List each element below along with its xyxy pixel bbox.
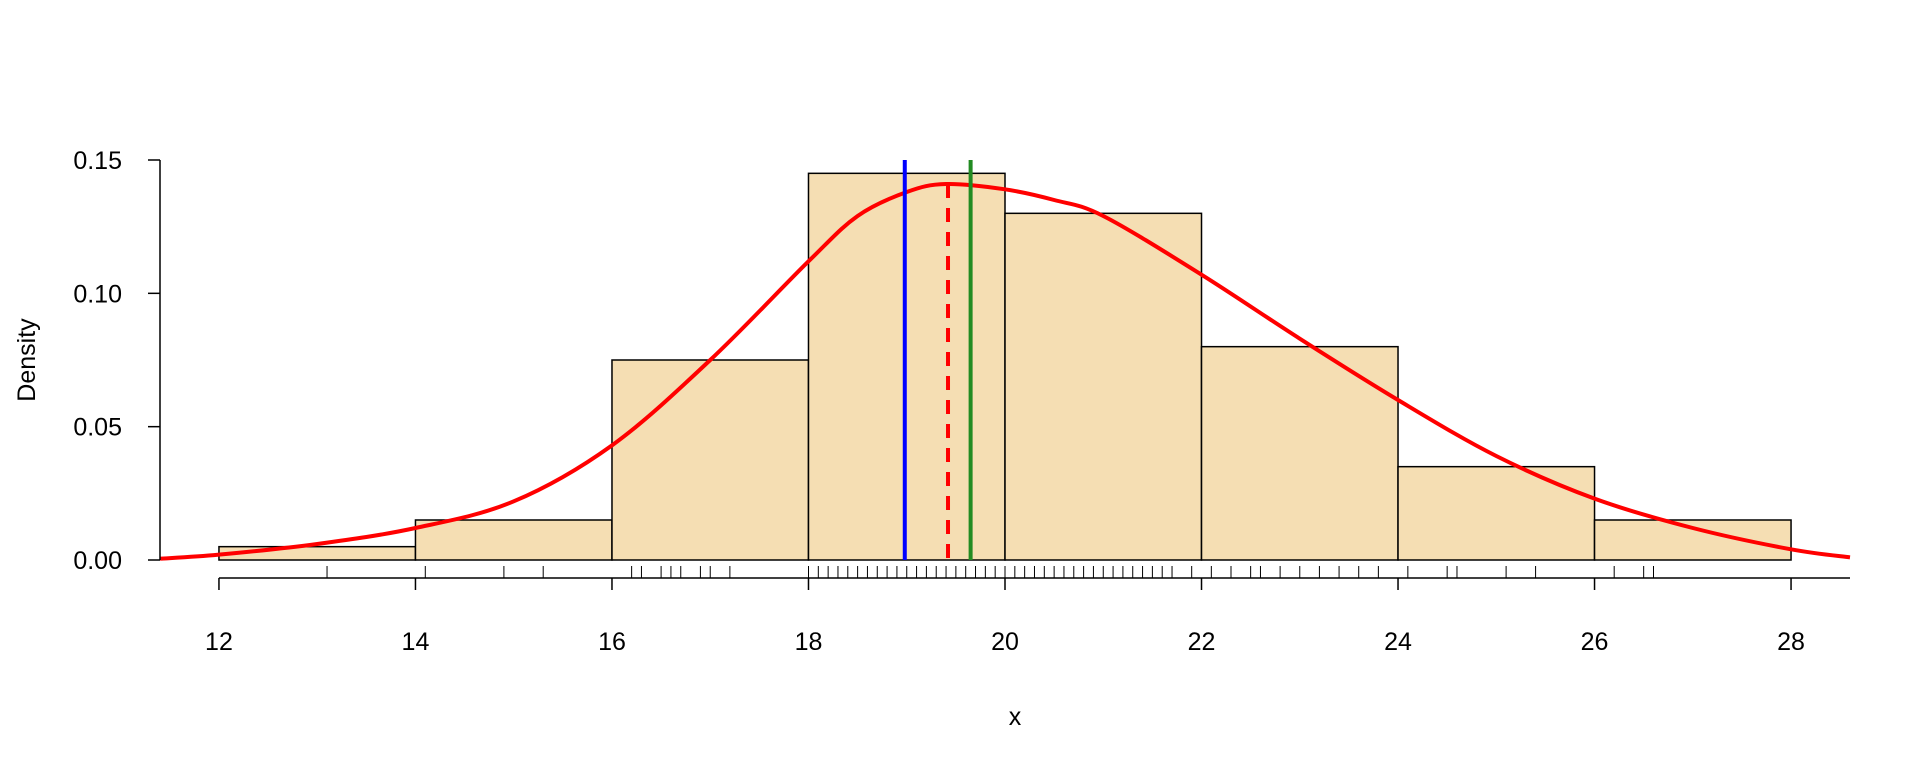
histogram-bar [1397, 465, 1596, 561]
x-tick-label: 20 [991, 628, 1019, 656]
y-tick-label: 0.05 [73, 414, 122, 442]
y-axis-title: Density [13, 318, 41, 402]
histogram-bar [1004, 212, 1203, 561]
histogram-bars [218, 172, 1792, 561]
x-axis: 12 14 16 18 20 22 24 26 28 [205, 577, 1850, 656]
histogram-bar [1200, 345, 1399, 561]
reference-lines [902, 160, 973, 560]
density-curve [159, 181, 1851, 561]
x-tick-label: 28 [1777, 628, 1805, 656]
x-axis-title: x [1009, 703, 1022, 731]
x-tick-label: 14 [402, 628, 430, 656]
x-tick-label: 18 [795, 628, 823, 656]
x-tick-label: 16 [598, 628, 626, 656]
histogram-bar [414, 519, 613, 561]
y-axis: 0.00 0.05 0.10 0.15 [73, 147, 161, 575]
x-tick-label: 12 [205, 628, 233, 656]
y-tick-label: 0.00 [73, 547, 122, 575]
y-tick-label: 0.15 [73, 147, 122, 175]
y-tick-label: 0.10 [73, 280, 122, 308]
histogram-bar [611, 359, 810, 561]
density-curve-group [159, 181, 1851, 561]
rug-marks [326, 566, 1654, 578]
x-tick-label: 22 [1188, 628, 1216, 656]
x-tick-label: 26 [1581, 628, 1609, 656]
x-tick-label: 24 [1384, 628, 1412, 656]
